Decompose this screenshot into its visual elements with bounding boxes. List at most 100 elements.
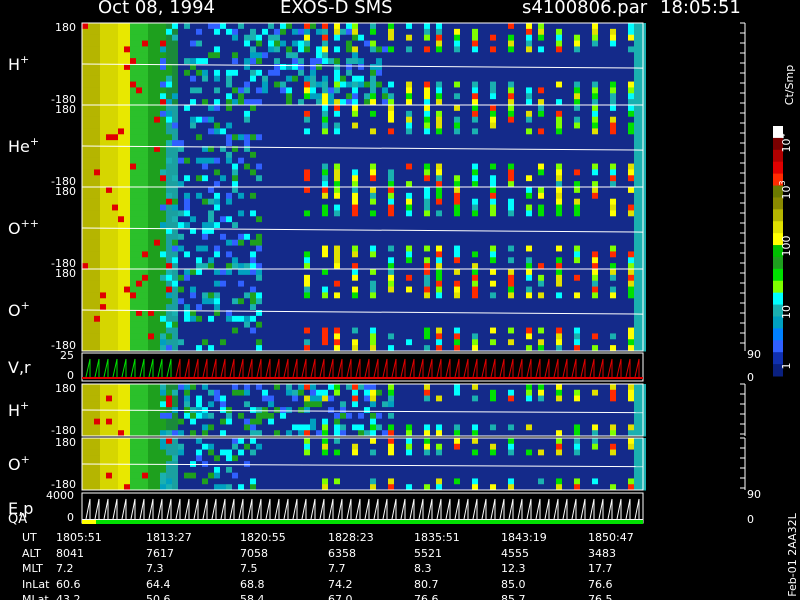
- heatmap-cell: [136, 198, 142, 206]
- heatmap-cell: [130, 163, 136, 170]
- heatmap-cell: [268, 99, 274, 106]
- heatmap-cell: [538, 187, 544, 194]
- heatmap-cell: [112, 58, 118, 65]
- heatmap-cell: [298, 87, 304, 94]
- heatmap-cell: [154, 169, 160, 176]
- heatmap-cell: [124, 286, 130, 293]
- heatmap-cell: [238, 151, 244, 159]
- heatmap-cell: [220, 75, 226, 83]
- heatmap-cell: [484, 345, 490, 352]
- heatmap-cell: [436, 23, 442, 30]
- heatmap-cell: [292, 105, 298, 112]
- heatmap-cell: [112, 87, 118, 94]
- heatmap-cell: [196, 321, 202, 329]
- heatmap-cell: [496, 187, 502, 194]
- heatmap-cell: [364, 28, 370, 36]
- heatmap-cell: [238, 292, 244, 299]
- heatmap-cell: [100, 52, 106, 59]
- heatmap-cell: [526, 28, 532, 36]
- heatmap-cell: [322, 110, 328, 118]
- heatmap-cell: [322, 233, 328, 241]
- heatmap-cell: [454, 204, 460, 211]
- heatmap-cell: [232, 321, 238, 329]
- heatmap-cell: [520, 181, 526, 188]
- heatmap-cell: [268, 298, 274, 305]
- heatmap-cell: [412, 228, 418, 235]
- heatmap-cell: [460, 315, 466, 323]
- heatmap-cell: [466, 204, 472, 211]
- heatmap-cell: [634, 69, 640, 77]
- heatmap-cell: [586, 87, 592, 94]
- heatmap-cell: [310, 128, 316, 135]
- heatmap-cell: [82, 333, 88, 340]
- heatmap-cell: [622, 93, 628, 100]
- heatmap-cell: [538, 75, 544, 83]
- heatmap-cell: [514, 23, 520, 30]
- heatmap-cell: [448, 93, 454, 100]
- heatmap-cell: [262, 245, 268, 252]
- heatmap-cell: [562, 187, 568, 194]
- heatmap-cell: [106, 228, 112, 235]
- heatmap-cell: [172, 239, 178, 247]
- heatmap-cell: [394, 304, 400, 311]
- heatmap-cell: [286, 105, 292, 112]
- heatmap-cell: [238, 116, 244, 124]
- heatmap-cell: [316, 163, 322, 170]
- heatmap-cell: [100, 175, 106, 182]
- heatmap-cell: [616, 257, 622, 264]
- heatmap-cell: [256, 157, 262, 165]
- heatmap-cell: [352, 333, 358, 340]
- heatmap-cell: [472, 216, 478, 223]
- heatmap-cell: [310, 105, 316, 112]
- heatmap-cell: [292, 233, 298, 241]
- heatmap-cell: [568, 181, 574, 188]
- heatmap-cell: [100, 251, 106, 258]
- heatmap-cell: [328, 157, 334, 165]
- heatmap-cell: [484, 181, 490, 188]
- heatmap-cell: [418, 169, 424, 176]
- heatmap-cell: [484, 245, 490, 252]
- heatmap-cell: [424, 23, 430, 30]
- heatmap-cell: [370, 128, 376, 135]
- heatmap-cell: [184, 333, 190, 340]
- heatmap-cell: [334, 339, 340, 346]
- heatmap-cell: [274, 140, 280, 147]
- heatmap-cell: [220, 116, 226, 124]
- heatmap-cell: [580, 110, 586, 118]
- heatmap-cell: [118, 304, 124, 311]
- heatmap-cell: [514, 93, 520, 100]
- heatmap-cell: [256, 274, 262, 282]
- heatmap-cell: [124, 345, 130, 352]
- heatmap-cell: [604, 58, 610, 65]
- heatmap-cell: [502, 210, 508, 217]
- heatmap-cell: [424, 116, 430, 124]
- heatmap-cell: [592, 204, 598, 211]
- heatmap-cell: [556, 245, 562, 252]
- heatmap-cell: [172, 251, 178, 258]
- heatmap-cell: [160, 169, 166, 176]
- heatmap-panel-0: [81, 22, 646, 106]
- heatmap-cell: [460, 286, 466, 293]
- heatmap-cell: [94, 315, 100, 323]
- heatmap-cell: [328, 128, 334, 135]
- heatmap-cell: [454, 339, 460, 346]
- heatmap-cell: [100, 321, 106, 329]
- heatmap-cell: [334, 46, 340, 53]
- heatmap-cell: [334, 28, 340, 36]
- heatmap-cell: [286, 210, 292, 217]
- heatmap-cell: [286, 321, 292, 329]
- heatmap-cell: [388, 292, 394, 299]
- heatmap-cell: [208, 187, 214, 194]
- heatmap-cell: [268, 228, 274, 235]
- heatmap-cell: [430, 28, 436, 36]
- heatmap-cell: [190, 99, 196, 106]
- heatmap-cell: [442, 286, 448, 293]
- heatmap-cell: [274, 28, 280, 36]
- heatmap-cell: [412, 304, 418, 311]
- heatmap-cell: [100, 146, 106, 153]
- heatmap-cell: [184, 251, 190, 258]
- heatmap-cell: [112, 310, 118, 317]
- trace-line: [81, 145, 644, 151]
- heatmap-cell: [226, 315, 232, 323]
- heatmap-cell: [364, 269, 370, 276]
